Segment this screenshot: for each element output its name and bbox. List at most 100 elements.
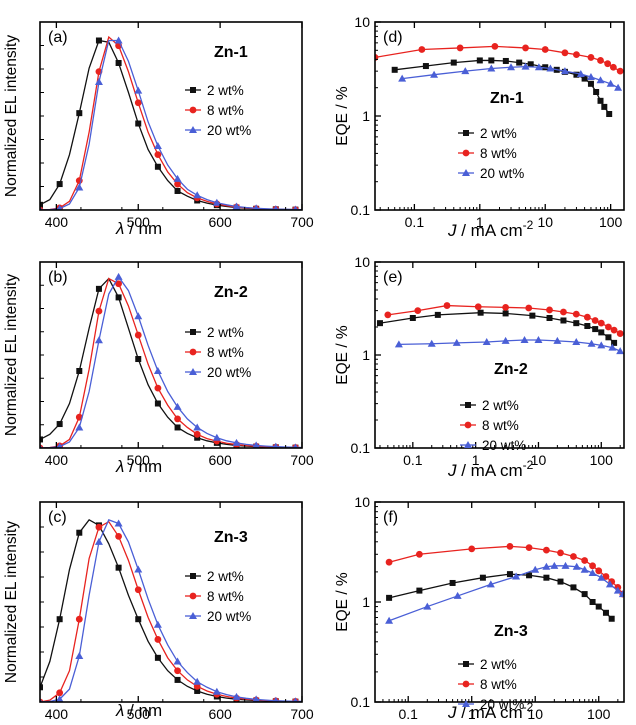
legend-label: 20 wt% [480, 697, 524, 712]
data-point [135, 356, 142, 363]
y-axis-label: EQE / % [334, 572, 351, 632]
x-axis-sup: -2 [523, 700, 534, 714]
series-line [388, 565, 624, 622]
data-point [573, 320, 580, 327]
x-axis-sup: -2 [523, 218, 534, 232]
data-point [486, 580, 495, 588]
legend-label: 8 wt% [482, 418, 519, 433]
data-point [527, 61, 534, 68]
series-2-wt- [40, 518, 302, 702]
data-point [75, 183, 84, 191]
data-point [573, 71, 580, 78]
x-axis-symbol: J [447, 461, 457, 480]
data-point [572, 310, 580, 318]
x-tick-label: 0.1 [403, 452, 423, 468]
x-axis-label: λ / nm [115, 701, 162, 720]
data-point [173, 657, 182, 665]
plot-frame [374, 501, 625, 703]
data-point [153, 620, 162, 628]
data-point [95, 523, 103, 531]
data-point [174, 415, 181, 423]
data-point [427, 339, 436, 347]
data-point [292, 697, 299, 702]
data-point [560, 317, 567, 324]
data-point [596, 76, 605, 84]
series-8-wt- [40, 277, 302, 448]
data-point [415, 550, 423, 558]
data-point [580, 565, 589, 573]
legend-item: 8 wt% [460, 418, 519, 433]
data-point [194, 434, 201, 441]
y-tick-label: 1 [362, 594, 370, 610]
x-tick-label: 600 [208, 214, 232, 230]
data-point [193, 423, 202, 431]
x-axis-unit: / mA cm [457, 703, 523, 722]
data-point [252, 695, 260, 702]
data-point [581, 591, 588, 598]
data-point [553, 336, 562, 344]
data-point [75, 615, 83, 623]
data-point [272, 696, 279, 702]
data-point [512, 572, 521, 580]
data-point [618, 590, 624, 598]
x-tick-label: 100 [587, 706, 611, 722]
legend-item: 8 wt% [458, 146, 517, 161]
data-point [461, 67, 470, 75]
data-point [95, 285, 102, 292]
x-tick-label: 0.1 [398, 706, 418, 722]
legend-label: 8 wt% [207, 589, 244, 604]
x-axis-label: λ / nm [115, 457, 162, 476]
data-point [608, 343, 617, 351]
data-point [542, 64, 549, 71]
data-point [115, 564, 122, 571]
legend-item: 2 wt% [185, 83, 244, 98]
x-tick-label: 400 [45, 452, 69, 468]
data-point [502, 310, 509, 317]
x-axis-sup: -2 [523, 458, 534, 472]
panel-label: (b) [48, 269, 68, 286]
data-point [272, 442, 279, 448]
data-point [232, 202, 241, 210]
data-point [94, 78, 103, 86]
x-tick-label: 10 [537, 214, 553, 230]
x-tick-label: 600 [208, 452, 232, 468]
x-axis-label: λ / nm [115, 219, 162, 238]
data-point [409, 314, 416, 321]
data-point [605, 580, 614, 588]
data-point [597, 341, 606, 349]
chart-panel-f: 0.1 1 10 100 0.1 1 10 EQE / % J / mA cm-2 (f) Zn-3… [334, 494, 625, 722]
data-point [593, 89, 600, 96]
data-point [476, 57, 483, 64]
data-point [604, 60, 612, 68]
data-point [422, 63, 429, 70]
data-point [516, 59, 523, 66]
data-point [443, 302, 451, 309]
data-point [598, 329, 605, 336]
y-tick-label: 10 [354, 254, 370, 270]
data-point [543, 546, 550, 554]
legend-item: 2 wt% [458, 657, 517, 672]
data-point [616, 347, 624, 355]
data-point [212, 433, 221, 441]
legend-item: 2 wt% [185, 569, 244, 584]
data-point [542, 562, 551, 570]
legend-marker [462, 149, 470, 157]
x-tick-label: 600 [208, 706, 232, 722]
data-point [114, 36, 123, 44]
series-20-wt- [394, 335, 624, 355]
x-axis-symbol: λ [115, 701, 124, 720]
data-point [572, 562, 581, 570]
data-point [589, 599, 596, 605]
x-axis-symbol: J [447, 221, 457, 240]
y-tick-label: 0.1 [351, 440, 371, 456]
data-point [570, 584, 577, 591]
data-point [114, 519, 123, 527]
data-point [605, 334, 612, 341]
data-point [114, 272, 123, 280]
x-tick-label: 0.1 [405, 214, 425, 230]
data-point [601, 103, 608, 110]
data-point [134, 312, 143, 320]
data-point [174, 676, 181, 683]
y-axis-label: Normalized EL intensity [3, 521, 20, 683]
